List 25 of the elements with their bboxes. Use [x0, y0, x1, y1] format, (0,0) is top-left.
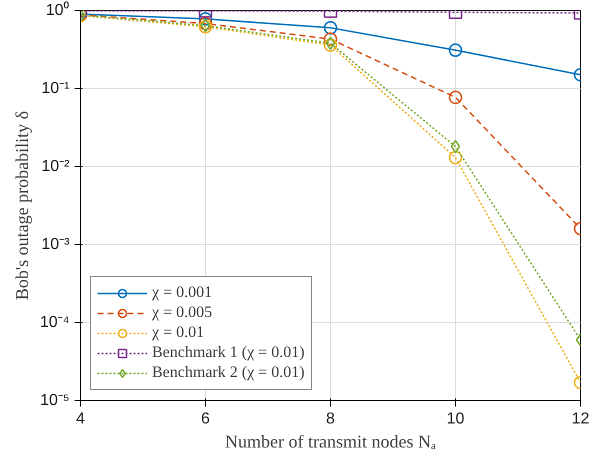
point — [198, 12, 212, 26]
legend-label: χ = 0.001 — [152, 284, 212, 302]
legend-label: Benchmark 2 (χ = 0.01) — [152, 364, 305, 382]
y-tick-label: 10⁻⁵ — [40, 392, 70, 409]
legend-label: χ = 0.01 — [152, 324, 204, 342]
point — [324, 21, 338, 35]
y-tick-label: 10⁻² — [41, 158, 70, 175]
point — [448, 150, 462, 164]
point — [448, 90, 462, 104]
x-tick-label: 6 — [201, 410, 210, 428]
y-tick-label: 10⁻¹ — [41, 80, 70, 97]
y-tick-label: 10⁻⁴ — [40, 314, 70, 331]
x-tick-label: 8 — [326, 410, 336, 428]
point — [324, 32, 338, 46]
y-tick-label: 10⁰ — [46, 1, 70, 19]
y-tick-label: 10⁻³ — [41, 236, 70, 253]
point — [448, 43, 462, 57]
y-axis-title: Bob's outage probability δ — [12, 110, 32, 300]
x-tick-label: 12 — [572, 410, 590, 428]
legend-label: Benchmark 1 (χ = 0.01) — [152, 344, 305, 362]
x-tick-label: 4 — [76, 410, 86, 428]
x-tick-label: 10 — [446, 410, 464, 428]
x-axis-title: Number of transmit nodes Nₐ — [225, 432, 436, 452]
point — [450, 140, 460, 154]
legend-label: χ = 0.005 — [152, 304, 212, 322]
